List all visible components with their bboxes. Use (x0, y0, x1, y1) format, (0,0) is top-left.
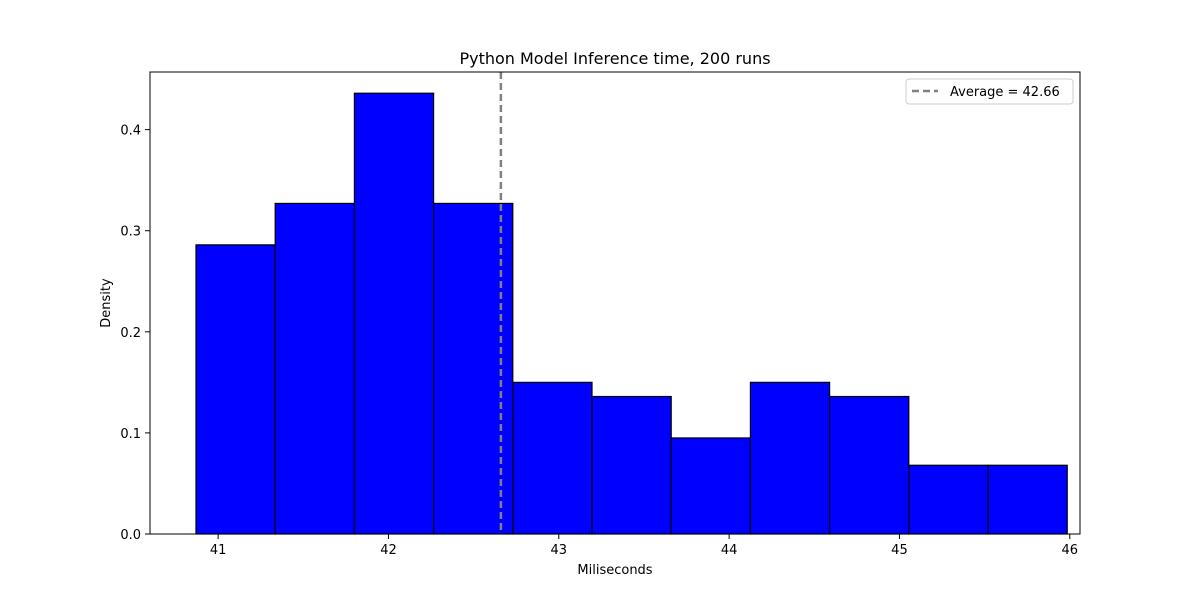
histogram-bar (987, 464, 1068, 535)
legend-box (905, 78, 1074, 105)
y-tick-label: 0.3 (120, 225, 141, 240)
x-tick-label: 44 (721, 543, 738, 558)
histogram-bar (908, 464, 989, 535)
histogram-bar (274, 202, 355, 535)
bars-group (195, 92, 1068, 535)
histogram-bar (591, 395, 672, 535)
histogram-bar (749, 381, 831, 535)
x-tick-label: 41 (210, 543, 227, 558)
x-tick-label: 43 (551, 543, 568, 558)
x-axis-ticks: 41 42 43 44 45 46 (210, 534, 1078, 558)
y-axis-ticks: 0.0 0.1 0.2 0.3 0.4 (120, 124, 150, 543)
histogram-bar (432, 202, 514, 535)
x-tick-label: 42 (380, 543, 397, 558)
histogram-bar (829, 395, 910, 535)
chart-title: Python Model Inference time, 200 runs (459, 49, 770, 68)
histogram-bar (670, 437, 752, 535)
x-tick-label: 46 (1062, 543, 1079, 558)
legend: Average = 42.66 (905, 78, 1074, 105)
histogram-bar (353, 92, 435, 535)
x-axis-label: Miliseconds (577, 563, 652, 578)
y-axis-label: Density (99, 278, 114, 328)
y-tick-label: 0.1 (120, 427, 141, 442)
y-tick-label: 0.0 (120, 528, 141, 543)
y-tick-label: 0.2 (120, 326, 141, 341)
x-tick-label: 45 (891, 543, 908, 558)
histogram-bar (512, 381, 593, 535)
legend-label: Average = 42.66 (950, 85, 1060, 100)
plot-frame (149, 71, 1081, 535)
y-tick-label: 0.4 (120, 124, 141, 139)
histogram-bar (195, 244, 276, 535)
